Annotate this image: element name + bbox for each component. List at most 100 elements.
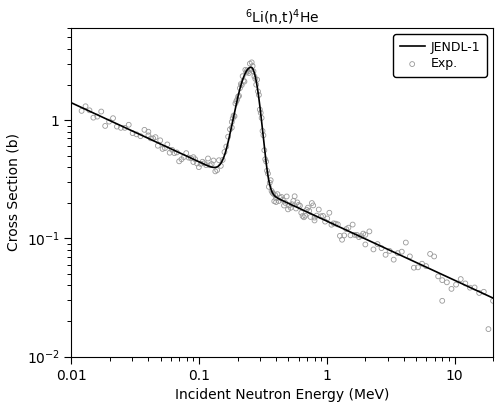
Exp. — [271, 192, 279, 198]
Exp. — [312, 212, 320, 219]
JENDL-1 — [400, 254, 406, 258]
Exp. — [342, 226, 350, 232]
Exp. — [140, 126, 148, 133]
Exp. — [265, 184, 273, 190]
Exp. — [252, 81, 260, 88]
JENDL-1 — [478, 290, 484, 295]
Exp. — [136, 133, 144, 139]
JENDL-1 — [260, 126, 266, 131]
Exp. — [410, 265, 418, 271]
Exp. — [398, 248, 406, 255]
JENDL-1 — [62, 98, 68, 103]
Exp. — [298, 213, 306, 219]
Exp. — [233, 97, 241, 103]
Exp. — [434, 273, 442, 280]
Exp. — [278, 193, 285, 200]
Exp. — [173, 149, 181, 156]
Exp. — [94, 113, 102, 120]
Exp. — [218, 157, 226, 163]
Exp. — [222, 143, 230, 150]
Exp. — [414, 264, 422, 271]
Exp. — [302, 207, 310, 213]
Exp. — [326, 209, 334, 216]
Exp. — [266, 177, 274, 184]
JENDL-1 — [490, 296, 496, 301]
Exp. — [336, 233, 344, 239]
Exp. — [282, 193, 290, 200]
Exp. — [280, 202, 288, 209]
Exp. — [175, 158, 183, 164]
Exp. — [213, 167, 221, 173]
Exp. — [254, 88, 262, 95]
Exp. — [132, 131, 140, 138]
Exp. — [378, 245, 386, 252]
Exp. — [272, 195, 280, 202]
Exp. — [253, 76, 261, 83]
Exp. — [304, 204, 312, 211]
Exp. — [282, 200, 290, 206]
Exp. — [258, 128, 266, 134]
Exp. — [260, 147, 268, 153]
Exp. — [374, 241, 382, 247]
Exp. — [315, 206, 323, 213]
Exp. — [146, 135, 154, 142]
Exp. — [309, 202, 317, 209]
Exp. — [260, 132, 268, 139]
Exp. — [180, 154, 188, 160]
Exp. — [456, 276, 464, 282]
Exp. — [228, 119, 236, 125]
Exp. — [154, 142, 162, 149]
Exp. — [178, 156, 186, 162]
Exp. — [206, 162, 214, 169]
Exp. — [245, 70, 253, 76]
Exp. — [462, 280, 469, 287]
Exp. — [156, 137, 164, 144]
Exp. — [362, 231, 370, 238]
Exp. — [288, 201, 296, 207]
Exp. — [470, 284, 478, 291]
Exp. — [270, 191, 278, 197]
Exp. — [121, 125, 129, 131]
JENDL-1 — [84, 108, 90, 113]
Exp. — [82, 103, 90, 110]
Exp. — [252, 76, 260, 82]
Exp. — [422, 263, 430, 270]
Exp. — [355, 234, 363, 240]
Exp. — [390, 256, 398, 263]
Exp. — [246, 61, 254, 67]
Exp. — [184, 154, 192, 161]
Exp. — [294, 202, 302, 208]
Exp. — [338, 236, 346, 243]
Exp. — [272, 199, 280, 205]
Exp. — [242, 67, 250, 73]
Exp. — [256, 106, 264, 113]
Exp. — [187, 155, 195, 162]
Exp. — [90, 115, 98, 121]
Exp. — [198, 158, 206, 165]
Exp. — [235, 92, 243, 99]
Exp. — [274, 198, 282, 204]
Exp. — [276, 195, 284, 201]
Exp. — [262, 158, 270, 165]
Exp. — [202, 162, 210, 169]
Exp. — [308, 200, 316, 206]
Exp. — [182, 150, 190, 156]
Exp. — [286, 202, 294, 209]
Exp. — [264, 171, 272, 177]
Exp. — [353, 231, 361, 238]
Exp. — [300, 214, 308, 220]
Exp. — [144, 128, 152, 135]
Exp. — [196, 161, 204, 167]
Exp. — [340, 232, 348, 239]
Exp. — [243, 67, 251, 74]
Exp. — [190, 159, 198, 165]
Exp. — [105, 118, 113, 125]
Exp. — [344, 225, 352, 231]
Exp. — [359, 230, 367, 237]
Exp. — [430, 253, 438, 260]
Exp. — [228, 115, 236, 122]
Exp. — [250, 73, 258, 80]
Exp. — [357, 233, 365, 239]
Exp. — [230, 113, 238, 119]
Exp. — [319, 213, 327, 219]
